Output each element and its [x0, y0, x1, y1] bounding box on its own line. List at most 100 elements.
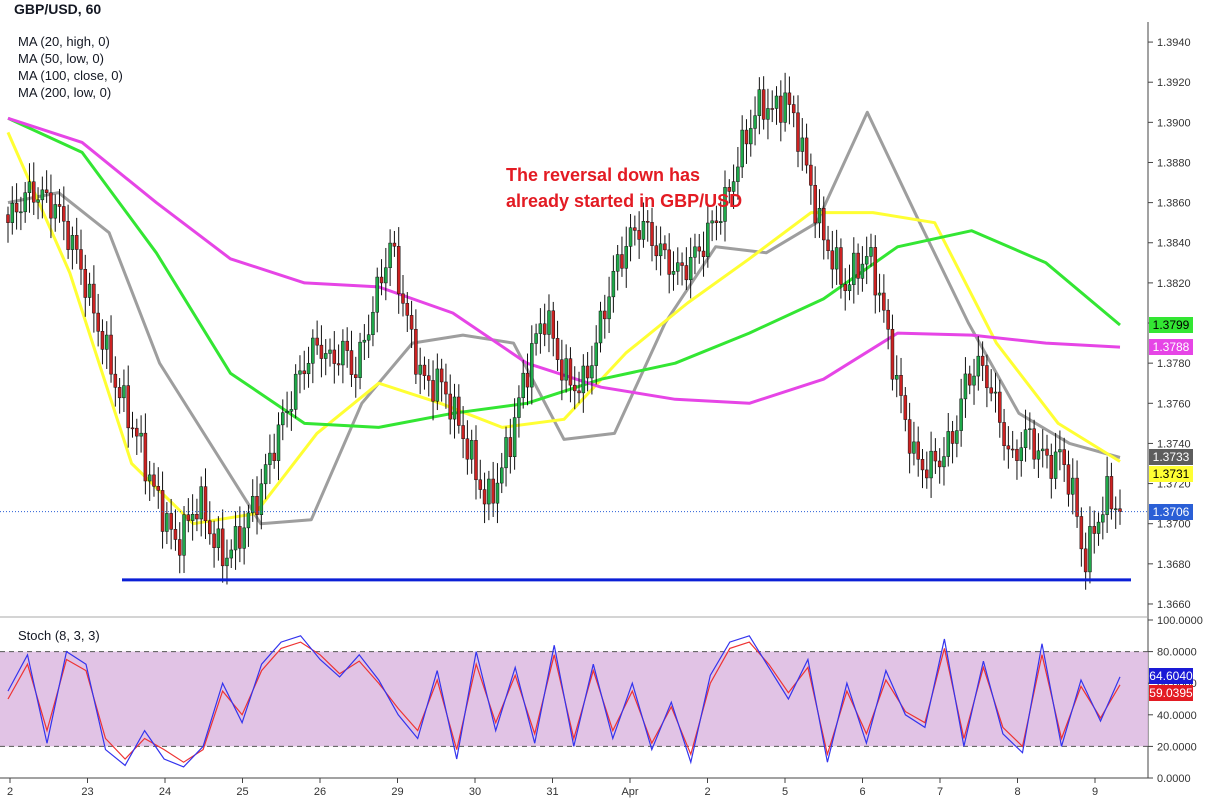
candle-body: [362, 339, 367, 343]
time-tick-label: 23: [81, 786, 93, 798]
candle-body: [1079, 516, 1084, 550]
candle-body: [877, 292, 882, 296]
candle-body: [942, 456, 946, 468]
candle-body: [392, 242, 397, 247]
time-tick-label: 31: [546, 786, 558, 798]
candle-body: [864, 256, 869, 265]
candle-body: [1010, 448, 1015, 451]
legend-ma20[interactable]: MA (20, high, 0): [18, 34, 110, 49]
candle-body: [349, 350, 354, 375]
candle-body: [753, 115, 757, 129]
candle-body: [139, 432, 143, 437]
candle-body: [1109, 476, 1114, 510]
candle-body: [396, 246, 401, 295]
candle-body: [650, 222, 654, 246]
candle-body: [49, 192, 53, 219]
candle-body: [676, 262, 680, 272]
candle-body: [585, 365, 590, 379]
candle-body: [663, 243, 667, 251]
price-tick-label: 1.3860: [1157, 198, 1191, 210]
candle-body: [770, 108, 774, 110]
time-tick-label: 26: [314, 786, 326, 798]
candle-body: [336, 363, 341, 366]
candle-body: [822, 208, 826, 241]
candle-body: [44, 189, 49, 193]
candle-body: [92, 283, 96, 314]
candle-body: [873, 247, 878, 296]
candle-body: [384, 267, 388, 284]
candle-body: [787, 92, 792, 105]
candle-body: [955, 430, 959, 444]
candle-body: [19, 211, 23, 214]
candle-body: [371, 311, 375, 335]
candle-body: [199, 486, 203, 520]
price-tick-label: 1.3760: [1157, 398, 1191, 410]
legend-ma100[interactable]: MA (100, close, 0): [18, 68, 123, 83]
candle-body: [293, 373, 298, 410]
candle-body: [568, 358, 573, 386]
candle-body: [976, 355, 981, 377]
candle-body: [74, 235, 79, 250]
candle-body: [220, 528, 225, 567]
candle-body: [740, 129, 744, 168]
osc-tick-label: 0.0000: [1157, 773, 1191, 785]
candle-body: [847, 284, 852, 292]
candle-body: [289, 409, 294, 412]
candle-body: [332, 349, 337, 364]
candle-body: [572, 384, 577, 392]
time-tick-label: 7: [937, 786, 943, 798]
candle-body: [1019, 447, 1024, 461]
candle-body: [96, 312, 100, 332]
candle-body: [937, 460, 942, 468]
candle-body: [706, 222, 710, 257]
candle-body: [79, 249, 83, 270]
price-tick-label: 1.3900: [1157, 117, 1191, 129]
candle-body: [345, 340, 349, 351]
candle-body: [890, 328, 895, 380]
candle-body: [53, 204, 57, 219]
candles: [6, 72, 1122, 590]
candle-body: [165, 513, 169, 532]
price-tick-label: 1.3740: [1157, 438, 1191, 450]
candle-body: [1036, 450, 1041, 460]
time-tick-label: 8: [1014, 786, 1020, 798]
candle-body: [972, 375, 976, 386]
ma100-line: [7, 116, 1121, 429]
candle-body: [916, 441, 920, 460]
osc-tick-label: 20.0000: [1157, 741, 1197, 753]
candle-body: [212, 533, 216, 548]
candle-body: [581, 365, 586, 394]
candle-body: [547, 310, 551, 335]
time-tick-label: 5: [782, 786, 788, 798]
stoch-legend[interactable]: Stoch (8, 3, 3): [18, 628, 100, 643]
price-tick-label: 1.3660: [1157, 599, 1191, 611]
candle-body: [834, 247, 839, 270]
candle-body: [208, 520, 212, 535]
candle-body: [684, 265, 689, 281]
candle-body: [731, 181, 736, 192]
candle-body: [135, 427, 139, 437]
candle-body: [749, 128, 753, 145]
candle-body: [23, 192, 27, 213]
candle-body: [963, 373, 968, 400]
candle-body: [431, 380, 435, 402]
chart-annotation: The reversal down has already started in…: [506, 162, 806, 214]
candle-body: [667, 249, 671, 275]
candle-body: [598, 310, 603, 344]
candle-body: [186, 514, 191, 521]
candle-body: [993, 391, 998, 394]
candle-body: [521, 372, 525, 399]
candle-body: [959, 398, 963, 431]
candle-body: [169, 513, 173, 530]
candle-body: [757, 89, 762, 116]
candle-body: [242, 527, 246, 549]
candle-body: [1062, 449, 1066, 465]
price-tag: 1.3706: [1149, 503, 1193, 520]
candle-body: [444, 381, 448, 395]
candle-body: [435, 368, 440, 402]
candle-body: [130, 427, 135, 430]
legend-ma200[interactable]: MA (200, low, 0): [18, 85, 112, 100]
candle-body: [233, 526, 238, 551]
candle-body: [856, 252, 860, 279]
legend-ma50[interactable]: MA (50, low, 0): [18, 51, 104, 66]
